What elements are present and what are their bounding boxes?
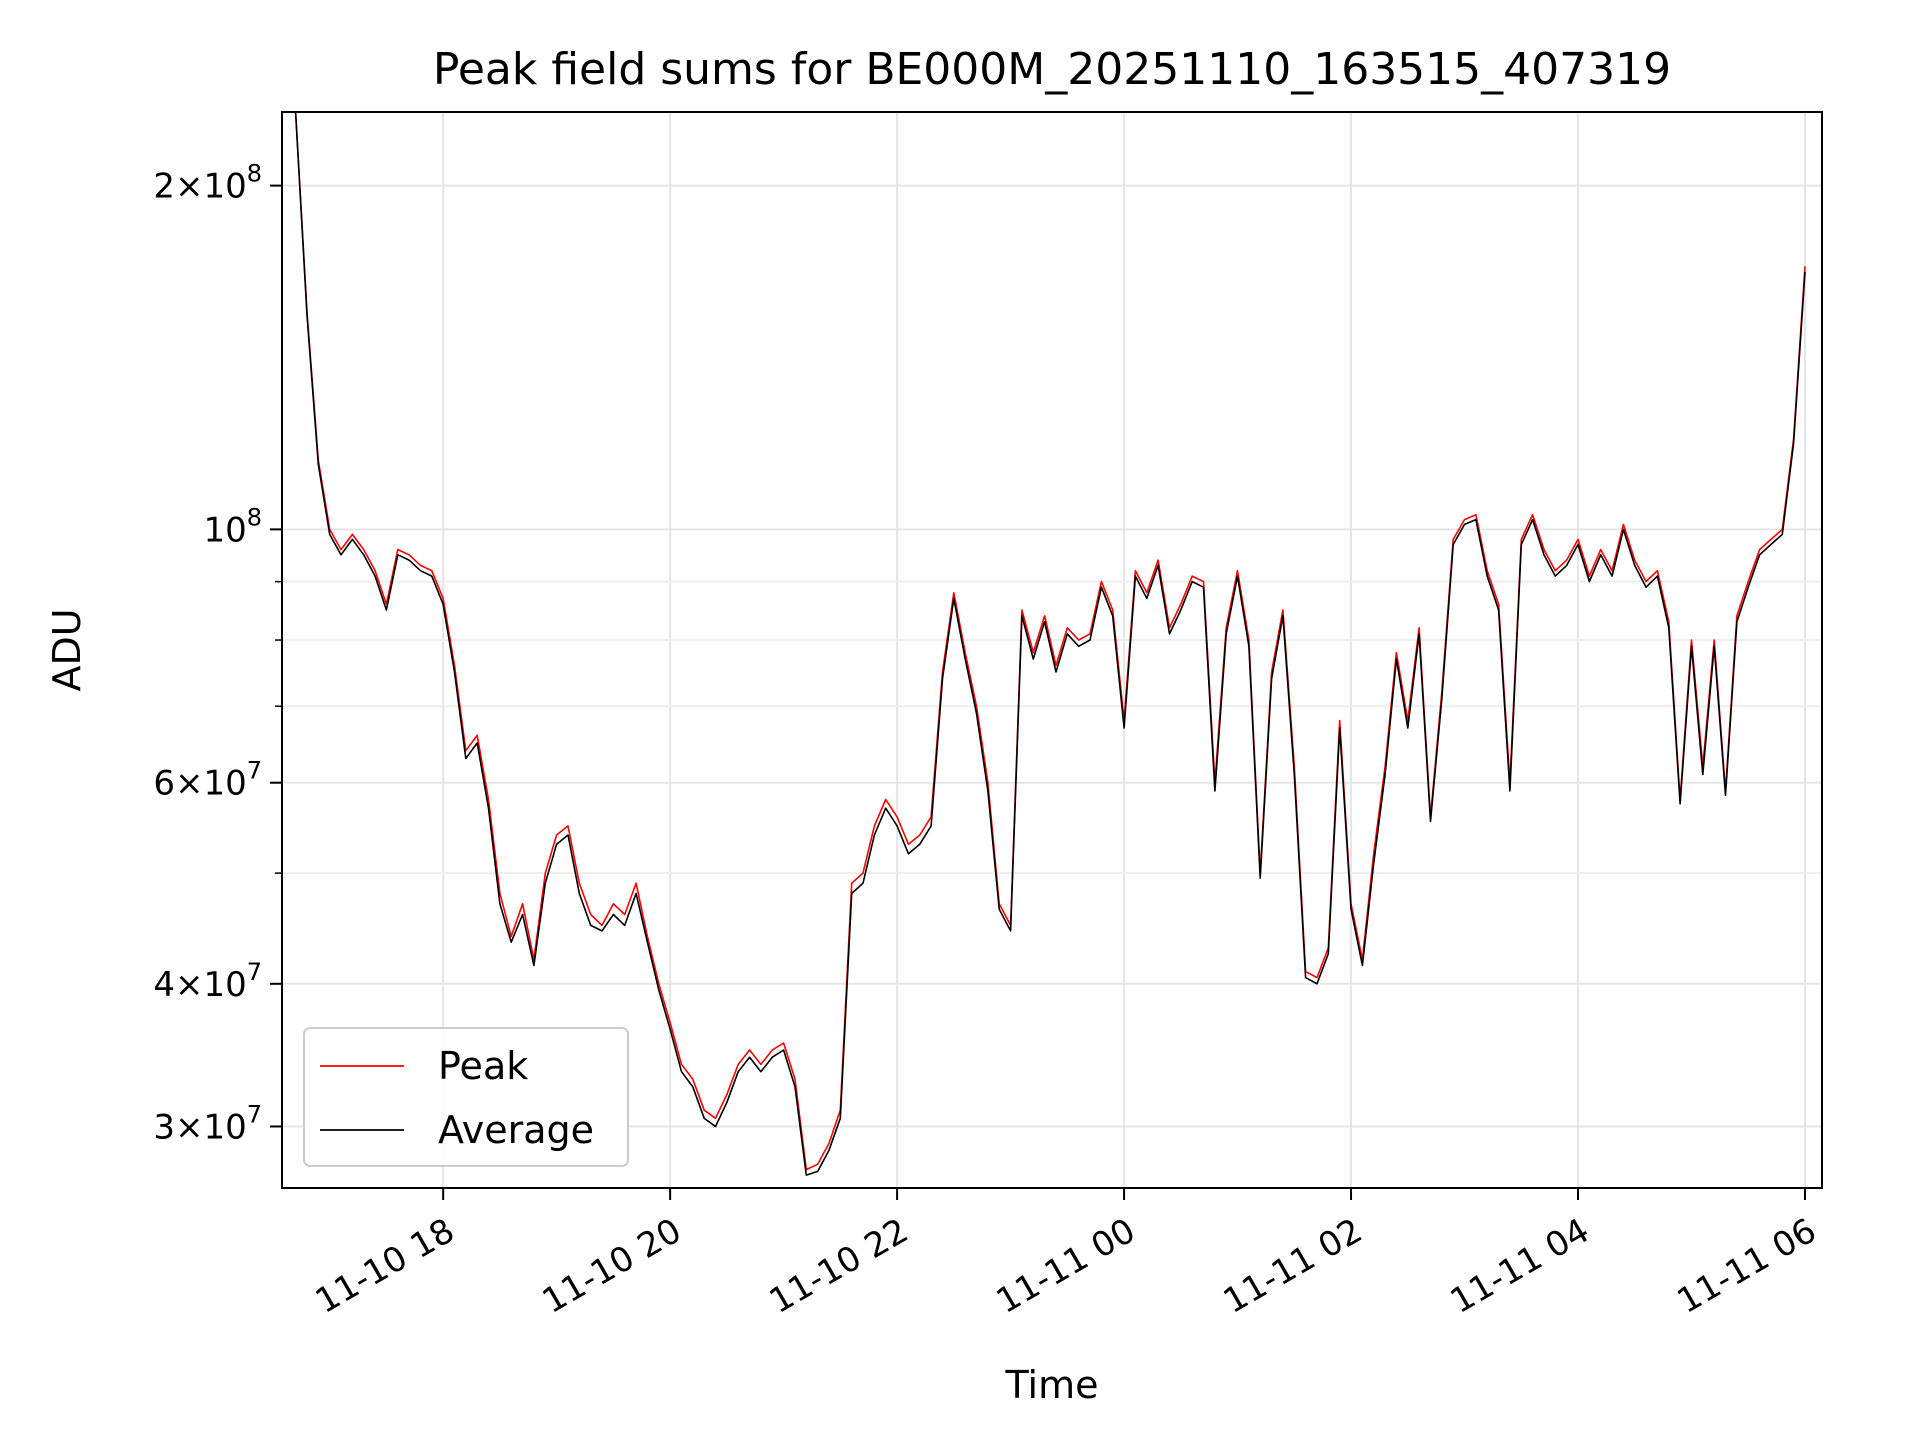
y-tick-mantissa: 2 [153, 167, 175, 207]
y-tick-mantissa: 3 [153, 1107, 175, 1147]
data-lines [294, 112, 1806, 1176]
plot-frame [281, 111, 1823, 1189]
legend-label-average: Average [438, 1108, 594, 1152]
y-tick-label: 108 [203, 503, 262, 550]
chart-title: Peak field sums for BE000M_20251110_1635… [433, 44, 1671, 95]
y-tick-label: 2×108 [153, 160, 262, 207]
x-axis-label: Time [1005, 1363, 1099, 1407]
y-axis-label: ADU [45, 608, 89, 691]
y-tick-mantissa: 6 [153, 764, 175, 804]
y-tick-exponent: 7 [247, 1100, 262, 1128]
y-tick-exponent: 8 [247, 160, 262, 188]
y-tick-exponent: 7 [247, 757, 262, 785]
y-tick-label: 6×107 [153, 757, 262, 804]
series-line-average [294, 112, 1806, 1176]
y-tick-exponent: 8 [247, 503, 262, 531]
series-line-peak [294, 112, 1806, 1171]
legend: Peak Average [303, 1027, 629, 1167]
y-tick-exponent: 7 [247, 958, 262, 986]
legend-label-peak: Peak [438, 1044, 528, 1088]
y-tick-label: 3×107 [153, 1100, 262, 1147]
grid [282, 112, 1822, 1188]
legend-box [303, 1027, 629, 1167]
y-tick-label: 4×107 [153, 958, 262, 1005]
y-tick-mantissa: 4 [153, 965, 175, 1005]
